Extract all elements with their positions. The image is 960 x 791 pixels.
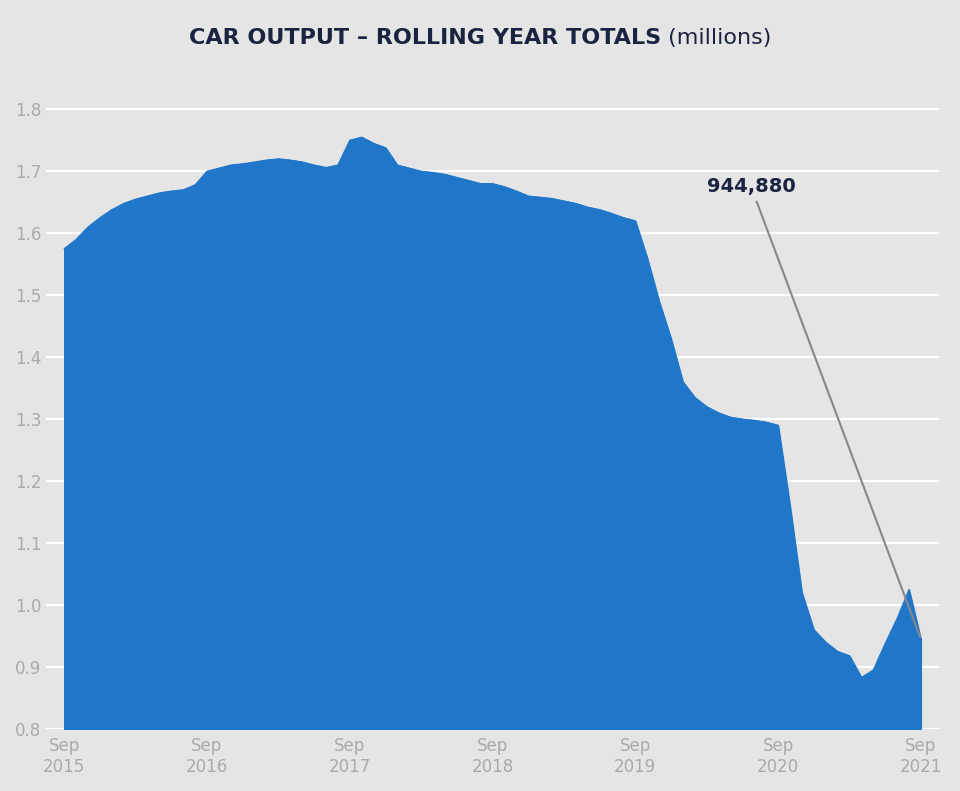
Text: (millions): (millions) xyxy=(660,28,771,47)
Text: 944,880: 944,880 xyxy=(707,177,920,637)
Text: CAR OUTPUT – ROLLING YEAR TOTALS: CAR OUTPUT – ROLLING YEAR TOTALS xyxy=(189,28,660,47)
